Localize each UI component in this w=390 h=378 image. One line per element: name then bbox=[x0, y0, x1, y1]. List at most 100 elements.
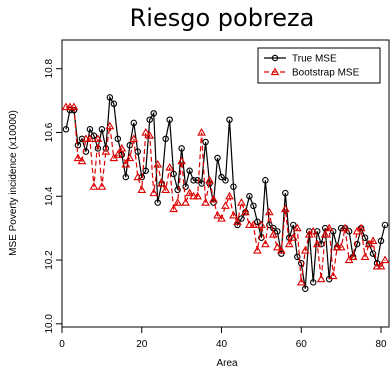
series-point-1 bbox=[181, 198, 190, 206]
series-point-1 bbox=[288, 233, 298, 241]
series-point-0 bbox=[353, 240, 361, 248]
series-point-1 bbox=[133, 172, 143, 181]
series-point-0 bbox=[262, 177, 269, 184]
series-point-0 bbox=[166, 116, 173, 123]
y-tick-label: 10.6 bbox=[44, 122, 55, 142]
series-point-1 bbox=[296, 277, 306, 286]
series-point-1 bbox=[229, 210, 238, 219]
series-point-1 bbox=[292, 223, 302, 232]
series-point-0 bbox=[74, 141, 82, 149]
series-point-1 bbox=[105, 121, 115, 130]
y-tick-label: 10.0 bbox=[44, 314, 55, 334]
series-point-1 bbox=[153, 159, 163, 168]
x-axis: 0 20 40 60 80 bbox=[59, 327, 387, 350]
series-point-1 bbox=[280, 204, 290, 213]
series-point-0 bbox=[266, 221, 273, 229]
series-point-1 bbox=[308, 226, 318, 235]
series-point-1 bbox=[89, 182, 99, 190]
series-point-0 bbox=[142, 167, 149, 174]
series-point-1 bbox=[276, 245, 286, 254]
series-point-1 bbox=[269, 230, 278, 238]
series-point-1 bbox=[261, 239, 270, 248]
series-point-1 bbox=[233, 217, 242, 225]
series-point-1 bbox=[205, 175, 214, 184]
legend-marker-1 bbox=[270, 67, 280, 76]
series-point-0 bbox=[90, 132, 98, 139]
series-point-0 bbox=[274, 228, 281, 235]
series-point-1 bbox=[145, 131, 155, 139]
series-point-0 bbox=[290, 221, 297, 229]
x-axis-label: Area bbox=[216, 358, 238, 369]
series-point-1 bbox=[141, 127, 151, 136]
series-point-1 bbox=[97, 182, 107, 190]
series-point-0 bbox=[146, 116, 153, 123]
series-point-0 bbox=[150, 110, 157, 117]
series-point-1 bbox=[113, 150, 123, 158]
series-point-0 bbox=[114, 135, 122, 143]
series-point-1 bbox=[225, 191, 234, 200]
series-point-1 bbox=[340, 223, 350, 232]
y-tick-label: 10.2 bbox=[44, 250, 55, 270]
series-point-1 bbox=[241, 207, 250, 216]
series-point-1 bbox=[336, 242, 346, 251]
legend-marker-0 bbox=[271, 54, 279, 62]
series-point-0 bbox=[98, 126, 106, 133]
series-point-1 bbox=[121, 159, 131, 168]
series-point-0 bbox=[102, 145, 110, 152]
series-point-1 bbox=[85, 134, 95, 142]
plot-frame bbox=[61, 39, 390, 328]
series-point-0 bbox=[198, 180, 205, 187]
series-point-1 bbox=[157, 178, 167, 187]
series-point-0 bbox=[329, 228, 337, 235]
series-point-1 bbox=[77, 156, 87, 165]
series-point-1 bbox=[265, 207, 274, 216]
series-point-0 bbox=[110, 100, 118, 108]
series-point-1 bbox=[93, 134, 103, 142]
series-line-1 bbox=[65, 106, 386, 283]
series-point-1 bbox=[125, 153, 135, 162]
x-tick-label: 0 bbox=[59, 339, 65, 350]
series-point-1 bbox=[360, 252, 370, 260]
series-point-0 bbox=[170, 170, 177, 178]
y-axis: 10.0 10.2 10.4 10.6 10.8 bbox=[44, 59, 62, 334]
series-point-1 bbox=[161, 185, 171, 193]
series-point-0 bbox=[194, 177, 201, 184]
series-point-0 bbox=[282, 189, 289, 197]
series-point-0 bbox=[130, 119, 138, 127]
series-point-0 bbox=[361, 234, 369, 241]
series-point-0 bbox=[178, 145, 185, 152]
y-tick-label: 10.8 bbox=[44, 59, 55, 79]
series-layer bbox=[61, 94, 390, 292]
series-point-0 bbox=[174, 186, 181, 194]
y-axis-label: MSE Poverty incidence (x10000) bbox=[8, 110, 19, 256]
series-point-1 bbox=[173, 198, 182, 206]
series-point-0 bbox=[162, 135, 169, 143]
series-point-0 bbox=[325, 275, 333, 283]
x-tick-label: 40 bbox=[216, 339, 228, 350]
x-tick-label: 20 bbox=[136, 339, 148, 350]
series-point-0 bbox=[62, 126, 70, 133]
series-point-1 bbox=[312, 239, 322, 248]
series-point-1 bbox=[185, 188, 194, 197]
series-point-0 bbox=[190, 177, 197, 184]
series-point-0 bbox=[186, 167, 193, 174]
series-point-0 bbox=[381, 221, 389, 229]
series-point-0 bbox=[218, 173, 225, 181]
series-point-1 bbox=[328, 271, 338, 280]
legend: True MSE Bootstrap MSE bbox=[257, 47, 381, 84]
series-point-0 bbox=[230, 183, 237, 190]
series-point-1 bbox=[237, 198, 246, 206]
series-point-1 bbox=[137, 185, 147, 193]
x-tick-label: 80 bbox=[375, 339, 387, 350]
series-point-1 bbox=[300, 245, 310, 254]
series-point-0 bbox=[182, 183, 189, 190]
series-point-0 bbox=[122, 173, 130, 181]
chart-title: Riesgo pobreza bbox=[130, 4, 315, 32]
series-point-0 bbox=[202, 138, 209, 146]
series-point-1 bbox=[253, 245, 262, 254]
series-point-1 bbox=[324, 223, 334, 232]
series-point-1 bbox=[213, 210, 222, 219]
series-point-1 bbox=[169, 204, 179, 213]
series-line-0 bbox=[65, 95, 386, 289]
